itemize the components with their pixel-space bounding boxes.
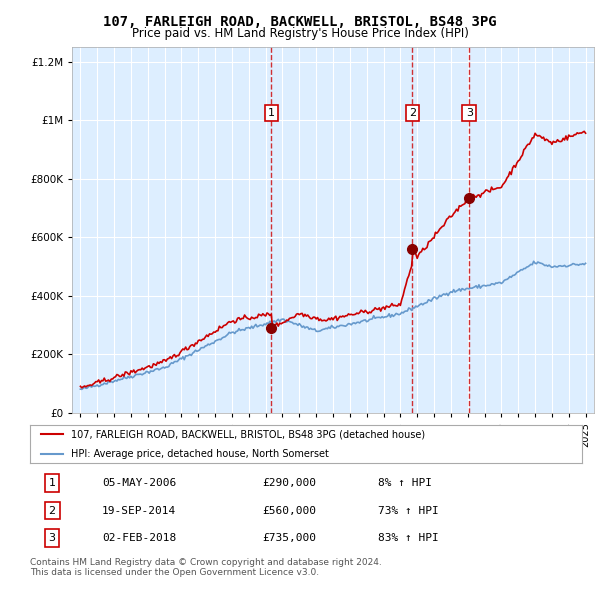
Text: 1: 1 (49, 478, 56, 488)
Text: 3: 3 (49, 533, 56, 543)
Text: £560,000: £560,000 (262, 506, 316, 516)
Text: 05-MAY-2006: 05-MAY-2006 (102, 478, 176, 488)
Text: 2: 2 (409, 108, 416, 118)
Text: Contains HM Land Registry data © Crown copyright and database right 2024.: Contains HM Land Registry data © Crown c… (30, 558, 382, 566)
Text: 73% ↑ HPI: 73% ↑ HPI (378, 506, 439, 516)
Text: 2: 2 (49, 506, 56, 516)
Text: 19-SEP-2014: 19-SEP-2014 (102, 506, 176, 516)
Text: 83% ↑ HPI: 83% ↑ HPI (378, 533, 439, 543)
Text: 107, FARLEIGH ROAD, BACKWELL, BRISTOL, BS48 3PG: 107, FARLEIGH ROAD, BACKWELL, BRISTOL, B… (103, 15, 497, 29)
Text: 8% ↑ HPI: 8% ↑ HPI (378, 478, 432, 488)
Text: 1: 1 (268, 108, 275, 118)
Text: £735,000: £735,000 (262, 533, 316, 543)
Text: 02-FEB-2018: 02-FEB-2018 (102, 533, 176, 543)
Text: HPI: Average price, detached house, North Somerset: HPI: Average price, detached house, Nort… (71, 448, 329, 458)
Text: £290,000: £290,000 (262, 478, 316, 488)
Text: This data is licensed under the Open Government Licence v3.0.: This data is licensed under the Open Gov… (30, 568, 319, 576)
Text: Price paid vs. HM Land Registry's House Price Index (HPI): Price paid vs. HM Land Registry's House … (131, 27, 469, 40)
Text: 107, FARLEIGH ROAD, BACKWELL, BRISTOL, BS48 3PG (detached house): 107, FARLEIGH ROAD, BACKWELL, BRISTOL, B… (71, 430, 425, 440)
Text: 3: 3 (466, 108, 473, 118)
